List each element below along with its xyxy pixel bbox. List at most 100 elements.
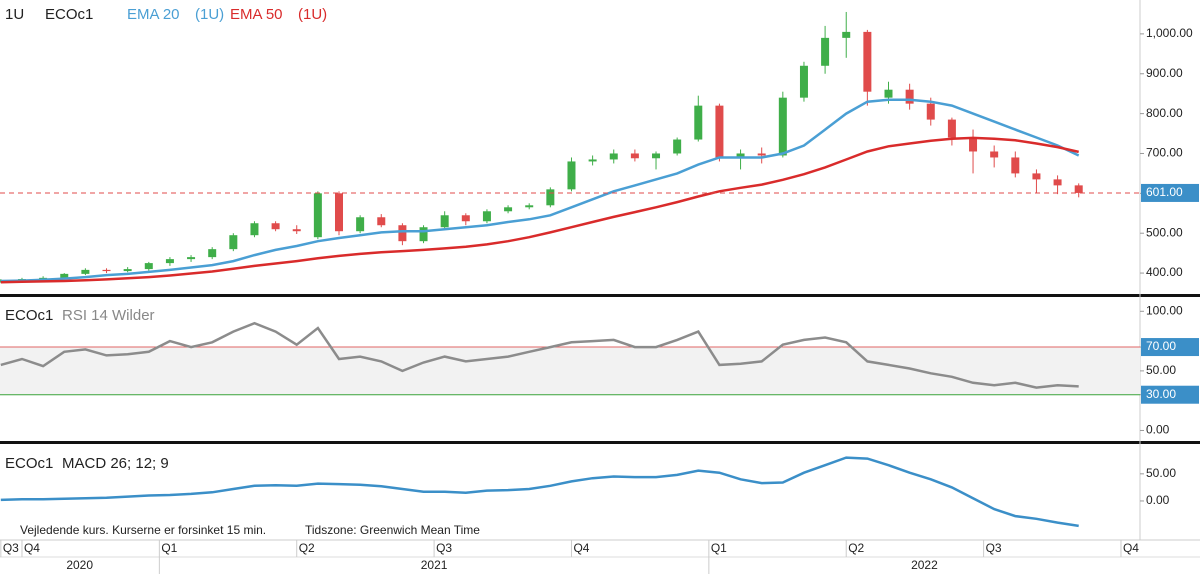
x-tick-label: Q2 bbox=[848, 541, 864, 555]
candle-body bbox=[208, 249, 217, 258]
symbol: ECOc1 bbox=[45, 6, 93, 23]
candle-body bbox=[778, 97, 787, 156]
candle-body bbox=[905, 89, 914, 104]
candle-body bbox=[947, 119, 956, 138]
indicator-title: MACD 26; 12; 9 bbox=[62, 455, 169, 472]
x-tick-label: Q1 bbox=[711, 541, 727, 555]
indicator-title: RSI 14 Wilder bbox=[62, 307, 155, 324]
candle-body bbox=[356, 217, 365, 232]
candle-body bbox=[123, 269, 132, 272]
note: Tidszone: Greenwich Mean Time bbox=[305, 523, 480, 537]
interval: 1U bbox=[5, 6, 24, 23]
indicator-line bbox=[0, 321, 1079, 389]
tick-highlight bbox=[1141, 385, 1199, 404]
panel-separator bbox=[0, 294, 1200, 297]
candle-body bbox=[525, 205, 534, 208]
candle-body bbox=[102, 269, 111, 272]
candle-body bbox=[799, 65, 808, 98]
candle-body bbox=[440, 215, 449, 228]
candle-body bbox=[630, 153, 639, 159]
candle-body bbox=[229, 235, 238, 250]
candle-body bbox=[398, 225, 407, 242]
candle-body bbox=[334, 193, 343, 232]
candle-body bbox=[884, 89, 893, 98]
symbol: ECOc1 bbox=[5, 307, 53, 324]
x-tick-label: Q3 bbox=[986, 541, 1002, 555]
legend-label: (1U) bbox=[298, 6, 327, 23]
candle-body bbox=[757, 153, 766, 156]
x-tick-label: Q3 bbox=[436, 541, 452, 555]
candle-body bbox=[588, 159, 597, 162]
candle-body bbox=[377, 217, 386, 226]
candle-body bbox=[313, 193, 322, 238]
candle-body bbox=[609, 153, 618, 160]
candle-body bbox=[144, 263, 153, 270]
candle-body bbox=[1074, 185, 1083, 193]
candle-body bbox=[60, 273, 69, 278]
candle-body bbox=[81, 269, 90, 274]
candle-body bbox=[863, 31, 872, 92]
y-tick-label: 0.00 bbox=[1146, 493, 1170, 507]
candle-body bbox=[1032, 173, 1041, 180]
symbol: ECOc1 bbox=[5, 455, 53, 472]
last-price-label: 601.00 bbox=[1146, 185, 1183, 199]
candle-body bbox=[969, 137, 978, 152]
year-label: 2021 bbox=[421, 558, 448, 572]
candle-body bbox=[990, 151, 999, 158]
candle-body bbox=[715, 105, 724, 158]
x-tick-label: Q1 bbox=[161, 541, 177, 555]
x-tick-label: Q3 bbox=[3, 541, 19, 555]
candle-body bbox=[504, 207, 513, 212]
candle-body bbox=[461, 215, 470, 222]
y-tick-label: 800.00 bbox=[1146, 106, 1183, 120]
year-label: 2022 bbox=[911, 558, 938, 572]
y-tick-label: 500.00 bbox=[1146, 225, 1183, 239]
candle-body bbox=[546, 189, 555, 206]
candle-body bbox=[419, 227, 428, 242]
ema-line bbox=[0, 98, 1080, 283]
candle-body bbox=[842, 31, 851, 38]
y-tick-label: 1,000.00 bbox=[1146, 26, 1193, 40]
y-tick-label: 50.00 bbox=[1146, 363, 1176, 377]
y-tick-label: 900.00 bbox=[1146, 66, 1183, 80]
x-tick-label: Q4 bbox=[573, 541, 589, 555]
candle-body bbox=[165, 259, 174, 264]
candle-body bbox=[567, 161, 576, 190]
tick-highlight bbox=[1141, 338, 1199, 357]
candle-body bbox=[292, 229, 301, 232]
y-tick-label: 100.00 bbox=[1146, 303, 1183, 317]
band-fill bbox=[0, 347, 1140, 395]
y-tick-label: 50.00 bbox=[1146, 466, 1176, 480]
candle-body bbox=[926, 103, 935, 120]
candle-body bbox=[1011, 157, 1020, 174]
candle-body bbox=[1053, 179, 1062, 186]
year-label: 2020 bbox=[66, 558, 93, 572]
y-tick-label: 700.00 bbox=[1146, 146, 1183, 160]
candle-body bbox=[652, 153, 661, 159]
candle-body bbox=[673, 139, 682, 154]
y-tick-label: 400.00 bbox=[1146, 265, 1183, 279]
y-tick-label: 70.00 bbox=[1146, 339, 1176, 353]
y-tick-label: 0.00 bbox=[1146, 423, 1170, 437]
x-tick-label: Q2 bbox=[299, 541, 315, 555]
ema-line bbox=[0, 136, 1079, 284]
candle-body bbox=[482, 211, 491, 222]
x-tick-label: Q4 bbox=[1123, 541, 1139, 555]
legend-label: EMA 50 bbox=[230, 6, 283, 23]
x-tick-label: Q4 bbox=[24, 541, 40, 555]
y-tick-label: 30.00 bbox=[1146, 387, 1176, 401]
panel-separator bbox=[0, 441, 1200, 444]
candle-body bbox=[271, 223, 280, 230]
candle-body bbox=[694, 105, 703, 140]
candle-body bbox=[187, 257, 196, 260]
candle-body bbox=[736, 153, 745, 158]
candle-body bbox=[39, 277, 48, 280]
candle-body bbox=[250, 223, 259, 236]
last-price-box bbox=[1141, 183, 1199, 202]
indicator-line bbox=[0, 456, 1079, 528]
note: Vejledende kurs. Kurserne er forsinket 1… bbox=[20, 523, 266, 537]
legend-label: EMA 20 bbox=[127, 6, 180, 23]
legend-label: (1U) bbox=[195, 6, 224, 23]
